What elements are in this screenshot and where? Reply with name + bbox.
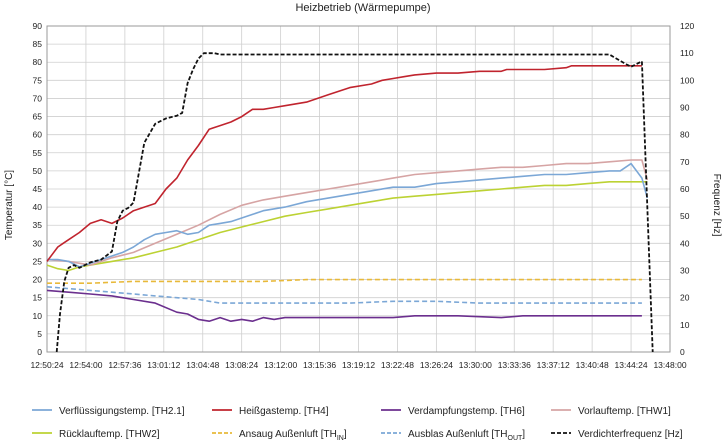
- y2-axis-label: Frequenz [Hz]: [711, 174, 722, 237]
- y2-tick-label: 90: [680, 103, 690, 113]
- x-axis-ticks: 12:50:24 12:54:00 12:57:36 13:01:12 13:04:48…: [30, 360, 686, 370]
- x-tick-label: 12:54:00: [69, 360, 102, 370]
- legend-label: Vorlauftemp. [THW1]: [578, 406, 671, 417]
- y-tick-label: 45: [33, 184, 43, 194]
- y-tick-label: 60: [33, 130, 43, 140]
- y-axis-label: Temperatur [°C]: [4, 170, 15, 240]
- y2-tick-label: 100: [680, 75, 694, 85]
- y-tick-label: 65: [33, 112, 43, 122]
- y2-tick-label: 20: [680, 293, 690, 303]
- y2-tick-label: 40: [680, 238, 690, 248]
- y-tick-label: 85: [33, 39, 43, 49]
- x-tick-label: 13:37:12: [537, 360, 570, 370]
- series-line: [46, 286, 642, 304]
- chart-title: Heizbetrieb (Wärmepumpe): [295, 2, 430, 14]
- y-tick-label: 30: [33, 238, 43, 248]
- y-tick-label: 5: [37, 329, 42, 339]
- y-axis-ticks: 0 5 10 15 20 25 30 35 40 45 50 55 60 65 70 75 80 85 90: [33, 21, 43, 357]
- x-tick-label: 13:26:24: [420, 360, 453, 370]
- legend-label: Verdichterfrequenz [Hz]: [578, 429, 683, 440]
- y-tick-label: 50: [33, 166, 43, 176]
- y-tick-label: 25: [33, 256, 43, 266]
- y-tick-label: 90: [33, 21, 43, 31]
- y-tick-label: 70: [33, 93, 43, 103]
- y2-tick-label: 10: [680, 320, 690, 330]
- y-tick-label: 35: [33, 220, 43, 230]
- x-tick-label: 13:22:48: [381, 360, 414, 370]
- y2-tick-label: 70: [680, 157, 690, 167]
- legend-label: Ausblas Außenluft [THOUT]: [408, 429, 525, 442]
- x-tick-label: 13:12:00: [264, 360, 297, 370]
- x-tick-label: 13:44:24: [615, 360, 648, 370]
- legend-label: Ansaug Außenluft [THIN]: [239, 429, 347, 442]
- x-tick-label: 13:19:12: [342, 360, 375, 370]
- x-tick-label: 13:15:36: [303, 360, 336, 370]
- y-tick-label: 10: [33, 311, 43, 321]
- series-line: [46, 181, 648, 272]
- y2-tick-label: 110: [680, 48, 694, 58]
- y-tick-label: 40: [33, 202, 43, 212]
- y2-tick-label: 30: [680, 266, 690, 276]
- x-tick-label: 13:30:00: [459, 360, 492, 370]
- legend-label: Verdampfungstemp. [TH6]: [408, 406, 525, 417]
- y-tick-label: 80: [33, 57, 43, 67]
- series-lines: [46, 52, 654, 353]
- y-tick-label: 75: [33, 75, 43, 85]
- y2-tick-label: 0: [680, 347, 685, 357]
- grid-lines: [46, 25, 671, 353]
- legend-label: Rücklauftemp. [THW2]: [59, 429, 160, 440]
- y2-axis-ticks: 0 10 20 30 40 50 60 70 80 90 100 110 120: [680, 21, 694, 357]
- series-line: [46, 289, 642, 323]
- legend: Verflüssigungstemp. [TH2.1] Heißgastemp. …: [32, 406, 683, 442]
- x-tick-label: 13:48:00: [653, 360, 686, 370]
- plot-frame: [46, 25, 671, 353]
- legend-label: Heißgastemp. [TH4]: [239, 406, 329, 417]
- y-tick-label: 55: [33, 148, 43, 158]
- series-line: [46, 159, 649, 266]
- x-tick-label: 13:40:48: [576, 360, 609, 370]
- series-line: [47, 162, 649, 268]
- x-tick-label: 13:04:48: [186, 360, 219, 370]
- y2-tick-label: 120: [680, 21, 694, 31]
- series-line: [46, 65, 642, 262]
- y-tick-label: 0: [37, 347, 42, 357]
- y-tick-label: 15: [33, 293, 43, 303]
- series-line: [47, 278, 642, 285]
- y2-tick-label: 60: [680, 184, 690, 194]
- x-tick-label: 13:01:12: [147, 360, 180, 370]
- legend-label: Verflüssigungstemp. [TH2.1]: [59, 406, 185, 417]
- x-tick-label: 12:57:36: [108, 360, 141, 370]
- series-line: [55, 52, 654, 353]
- x-tick-label: 13:33:36: [498, 360, 531, 370]
- y2-tick-label: 80: [680, 130, 690, 140]
- y-tick-label: 20: [33, 275, 43, 285]
- y2-tick-label: 50: [680, 211, 690, 221]
- x-tick-label: 13:08:24: [225, 360, 258, 370]
- x-tick-label: 12:50:24: [30, 360, 63, 370]
